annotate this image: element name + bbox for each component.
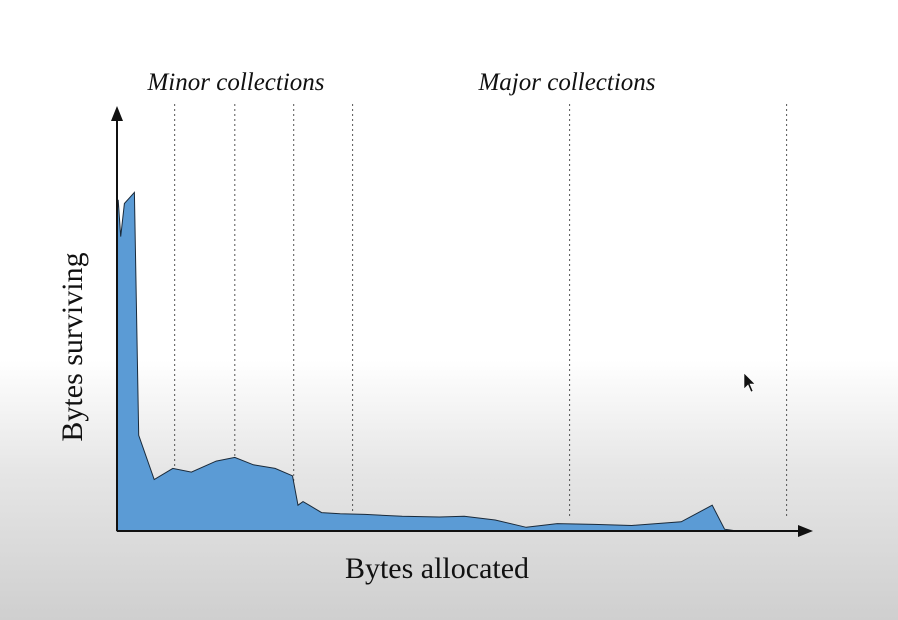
y-axis-label: Bytes surviving <box>56 252 89 441</box>
major-collections-label: Major collections <box>477 69 655 96</box>
y-axis-arrow <box>111 106 123 121</box>
mouse-cursor-icon <box>743 372 756 393</box>
x-axis-arrow <box>798 525 813 537</box>
x-axis-label: Bytes allocated <box>345 552 529 585</box>
minor-collections-label: Minor collections <box>146 69 324 96</box>
bytes-surviving-area <box>116 191 738 532</box>
collection-lines <box>174 104 788 516</box>
